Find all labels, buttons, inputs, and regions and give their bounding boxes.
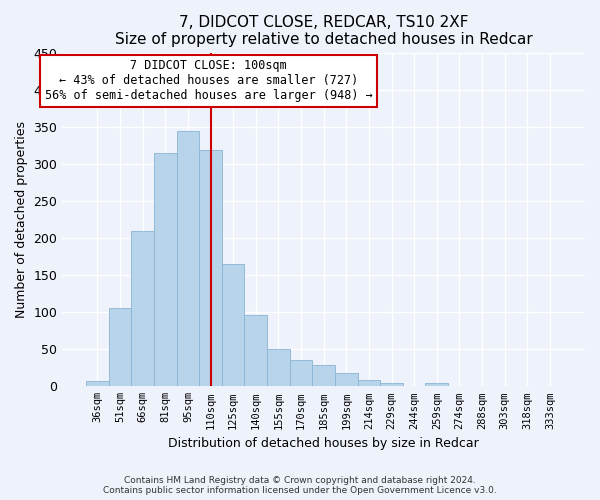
- Title: 7, DIDCOT CLOSE, REDCAR, TS10 2XF
Size of property relative to detached houses i: 7, DIDCOT CLOSE, REDCAR, TS10 2XF Size o…: [115, 15, 533, 48]
- Y-axis label: Number of detached properties: Number of detached properties: [15, 121, 28, 318]
- X-axis label: Distribution of detached houses by size in Redcar: Distribution of detached houses by size …: [168, 437, 479, 450]
- Bar: [380, 384, 403, 386]
- Bar: [313, 365, 335, 386]
- Bar: [86, 381, 109, 386]
- Bar: [176, 130, 199, 386]
- Bar: [267, 349, 290, 387]
- Bar: [222, 264, 244, 386]
- Bar: [335, 373, 358, 386]
- Bar: [358, 380, 380, 386]
- Bar: [290, 360, 313, 386]
- Bar: [154, 153, 176, 386]
- Bar: [109, 308, 131, 386]
- Bar: [199, 150, 222, 386]
- Text: Contains HM Land Registry data © Crown copyright and database right 2024.
Contai: Contains HM Land Registry data © Crown c…: [103, 476, 497, 495]
- Text: 7 DIDCOT CLOSE: 100sqm
← 43% of detached houses are smaller (727)
56% of semi-de: 7 DIDCOT CLOSE: 100sqm ← 43% of detached…: [45, 60, 373, 102]
- Bar: [425, 384, 448, 386]
- Bar: [131, 232, 154, 386]
- Bar: [244, 315, 267, 386]
